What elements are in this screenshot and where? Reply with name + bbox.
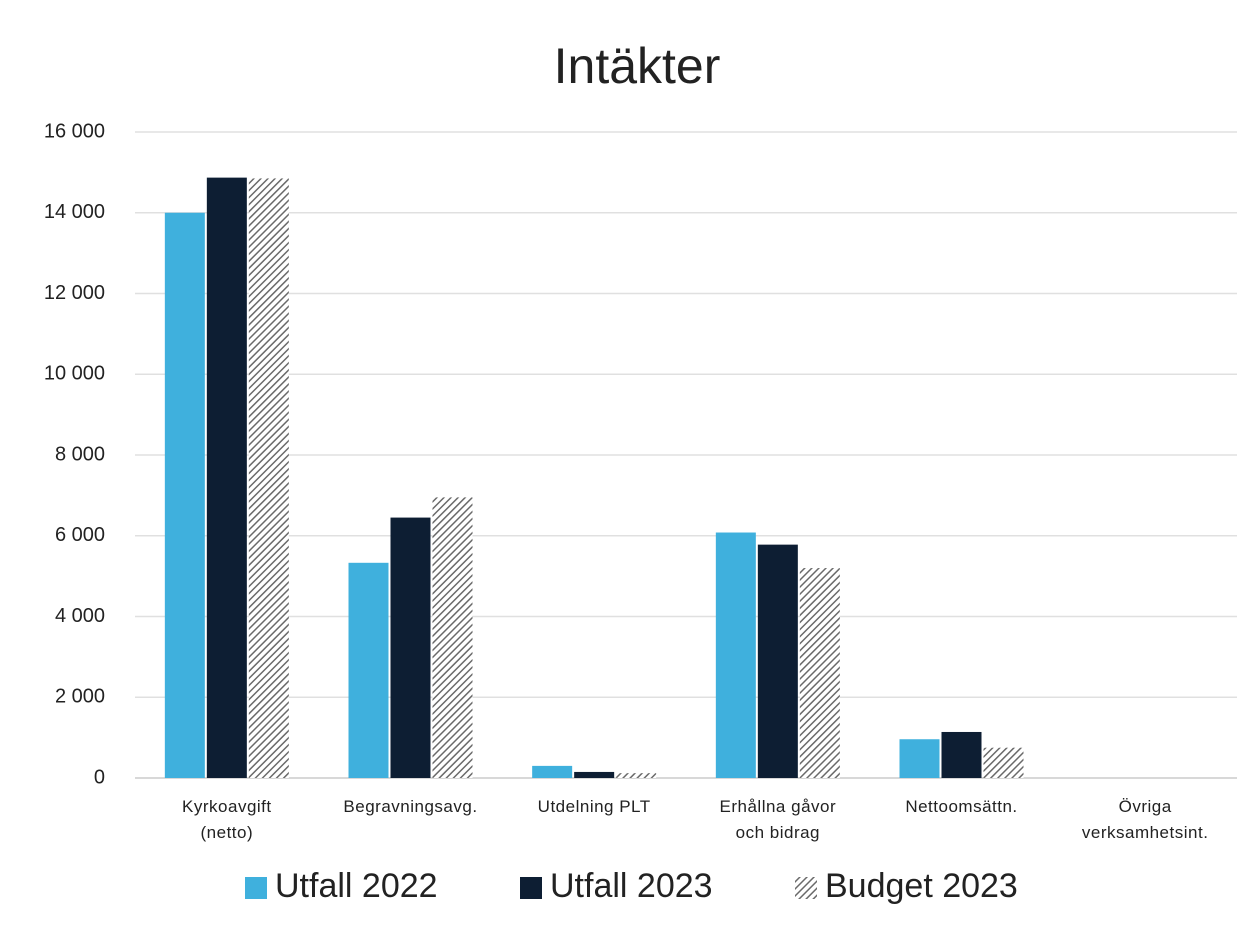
x-tick-label: Kyrkoavgift (netto) (182, 797, 272, 842)
bar (899, 739, 940, 778)
y-tick-label: 10 000 (44, 363, 105, 385)
legend-swatch (245, 877, 267, 899)
legend-label: Utfall 2022 (275, 867, 438, 905)
legend-label: Budget 2023 (825, 867, 1018, 905)
bar (248, 178, 289, 778)
x-tick-label: Begravningsavg. (343, 797, 478, 816)
y-tick-label: 0 (94, 766, 105, 788)
bar (348, 562, 389, 778)
bar (532, 765, 573, 778)
bar (574, 771, 615, 778)
legend-label: Utfall 2023 (550, 867, 713, 905)
x-tick-label: Nettoomsättn. (905, 797, 1018, 816)
x-tick-label: Övriga verksamhetsint. (1081, 797, 1209, 842)
bar (983, 747, 1024, 778)
bar (715, 532, 756, 778)
y-tick-label: 14 000 (44, 201, 105, 223)
x-tick-label: Erhållna gåvor och bidrag (719, 797, 837, 842)
bar (164, 212, 205, 778)
bar (390, 517, 431, 778)
y-tick-label: 6 000 (55, 524, 105, 546)
y-tick-label: 8 000 (55, 443, 105, 465)
bar (206, 177, 247, 778)
bar (941, 731, 982, 778)
y-tick-label: 4 000 (55, 605, 105, 627)
legend-swatch (795, 877, 817, 899)
y-tick-label: 16 000 (44, 120, 105, 142)
bar (616, 773, 657, 778)
legend-swatch (520, 877, 542, 899)
chart-title: Intäkter (554, 38, 721, 94)
bar (757, 544, 798, 778)
y-tick-label: 12 000 (44, 282, 105, 304)
x-tick-label: Utdelning PLT (537, 797, 651, 816)
bar (799, 568, 840, 778)
y-tick-label: 2 000 (55, 686, 105, 708)
bar (432, 497, 473, 778)
